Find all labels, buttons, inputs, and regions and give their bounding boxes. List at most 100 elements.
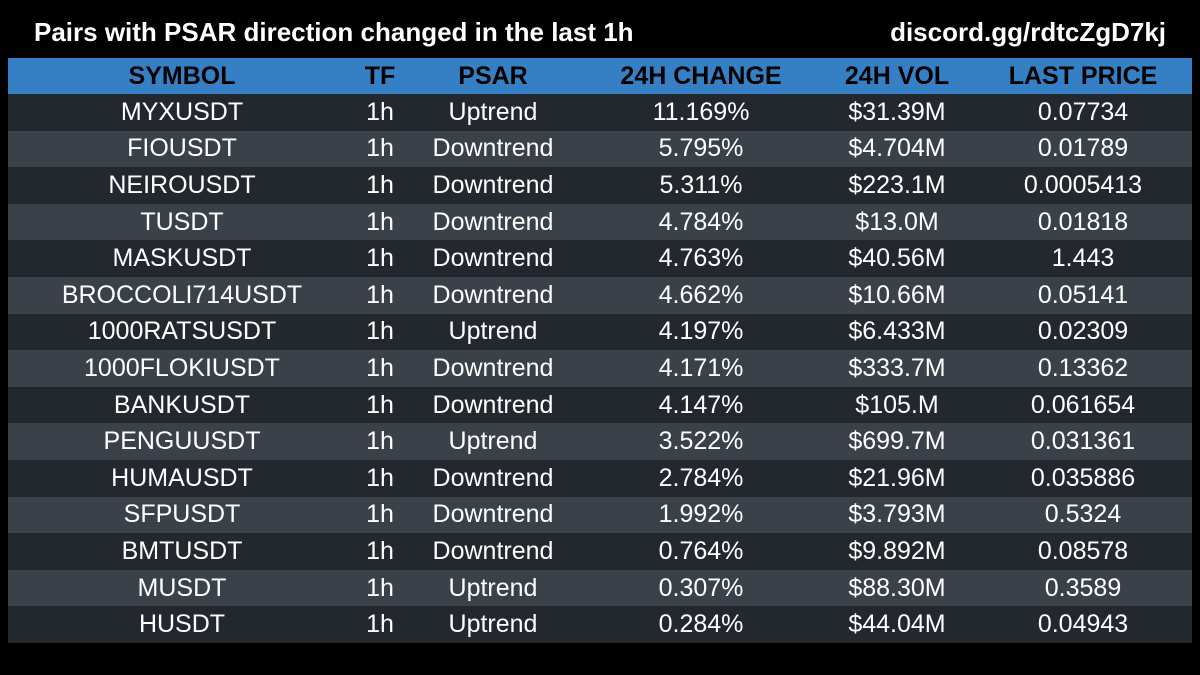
psar-cell: Downtrend — [432, 244, 554, 273]
tf-cell: 1h — [366, 500, 394, 529]
table-row: SFPUSDT 1h Downtrend 1.992% $3.793M 0.5324 — [8, 496, 1192, 534]
tf-cell: 1h — [366, 390, 394, 419]
symbol-cell: BANKUSDT — [113, 390, 251, 419]
change-cell: 3.522% — [658, 427, 744, 456]
psar-cell: Downtrend — [432, 463, 554, 492]
price-cell: 0.01789 — [1037, 134, 1129, 163]
change-cell: 0.764% — [658, 536, 744, 565]
tf-cell: 1h — [366, 573, 394, 602]
symbol-cell: MUSDT — [137, 573, 227, 602]
table-row: HUMAUSDT 1h Downtrend 2.784% $21.96M 0.035886 — [8, 459, 1192, 497]
volume-cell: $88.30M — [848, 573, 946, 602]
change-cell: 5.795% — [658, 134, 744, 163]
price-cell: 0.035886 — [1030, 463, 1136, 492]
tf-cell: 1h — [366, 134, 394, 163]
psar-cell: Uptrend — [448, 317, 538, 346]
volume-cell: $44.04M — [848, 610, 946, 639]
table-row: BMTUSDT 1h Downtrend 0.764% $9.892M 0.08578 — [8, 533, 1192, 570]
column-header-24h-vol: 24H VOL — [844, 61, 950, 90]
table-row: MUSDT 1h Uptrend 0.307% $88.30M 0.3589 — [8, 569, 1192, 607]
column-header-last-price: LAST PRICE — [1008, 61, 1158, 90]
table-row: BROCCOLI714USDT 1h Downtrend 4.662% $10.66M 0… — [8, 276, 1192, 314]
column-header-24h-change: 24H CHANGE — [620, 61, 782, 90]
psar-cell: Downtrend — [432, 134, 554, 163]
price-cell: 0.07734 — [1037, 97, 1129, 126]
volume-cell: $9.892M — [848, 536, 946, 565]
volume-cell: $31.39M — [848, 97, 946, 126]
price-cell: 0.01818 — [1037, 207, 1129, 236]
price-cell: 0.13362 — [1037, 353, 1129, 382]
change-cell: 4.662% — [658, 280, 744, 309]
change-cell: 11.169% — [652, 97, 750, 126]
price-cell: 1.443 — [1051, 244, 1115, 273]
symbol-cell: MYXUSDT — [120, 97, 244, 126]
tf-cell: 1h — [366, 610, 394, 639]
page-title: Pairs with PSAR direction changed in the… — [34, 17, 634, 47]
volume-cell: $3.793M — [848, 500, 946, 529]
volume-cell: $333.7M — [848, 353, 946, 382]
table-row: MYXUSDT 1h Uptrend 11.169% $31.39M 0.07734 — [8, 94, 1192, 131]
tf-cell: 1h — [366, 353, 394, 382]
discord-link[interactable]: discord.gg/rdtcZgD7kj — [890, 17, 1166, 47]
symbol-cell: FIOUSDT — [127, 134, 237, 163]
psar-cell: Downtrend — [432, 500, 554, 529]
psar-cell: Downtrend — [432, 170, 554, 199]
table-header-row: SYMBOL TF PSAR 24H CHANGE 24H VOL LAST P… — [8, 58, 1192, 94]
symbol-cell: 1000FLOKIUSDT — [84, 353, 280, 382]
tf-cell: 1h — [366, 463, 394, 492]
table-row: HUSDT 1h Uptrend 0.284% $44.04M 0.04943 — [8, 606, 1192, 643]
volume-cell: $13.0M — [855, 207, 939, 236]
volume-cell: $6.433M — [848, 317, 946, 346]
change-cell: 4.147% — [658, 390, 744, 419]
psar-cell: Uptrend — [448, 610, 538, 639]
volume-cell: $699.7M — [848, 427, 946, 456]
table-row: NEIROUSDT 1h Downtrend 5.311% $223.1M 0.00054… — [8, 167, 1192, 204]
psar-cell: Downtrend — [432, 207, 554, 236]
table-row: TUSDT 1h Downtrend 4.784% $13.0M 0.01818 — [8, 203, 1192, 241]
symbol-cell: BROCCOLI714USDT — [61, 280, 303, 309]
tf-cell: 1h — [366, 427, 394, 456]
symbol-cell: HUMAUSDT — [111, 463, 253, 492]
top-bar: Pairs with PSAR direction changed in the… — [0, 0, 1200, 58]
symbol-cell: BMTUSDT — [121, 536, 243, 565]
table-row: 1000FLOKIUSDT 1h Downtrend 4.171% $333.7M 0.1… — [8, 350, 1192, 387]
tf-cell: 1h — [366, 280, 394, 309]
psar-cell: Downtrend — [432, 280, 554, 309]
price-cell: 0.0005413 — [1023, 170, 1143, 199]
change-cell: 0.284% — [658, 610, 744, 639]
table-row: BANKUSDT 1h Downtrend 4.147% $105.M 0.061654 — [8, 386, 1192, 424]
table-row: FIOUSDT 1h Downtrend 5.795% $4.704M 0.01789 — [8, 130, 1192, 168]
tf-cell: 1h — [366, 317, 394, 346]
symbol-cell: TUSDT — [140, 207, 224, 236]
price-cell: 0.02309 — [1037, 317, 1129, 346]
symbol-cell: SFPUSDT — [123, 500, 241, 529]
volume-cell: $40.56M — [848, 244, 946, 273]
change-cell: 5.311% — [659, 170, 743, 199]
psar-cell: Downtrend — [432, 353, 554, 382]
change-cell: 0.307% — [658, 573, 744, 602]
tf-cell: 1h — [366, 97, 394, 126]
volume-cell: $10.66M — [848, 280, 946, 309]
symbol-cell: HUSDT — [138, 610, 226, 639]
price-cell: 0.05141 — [1037, 280, 1129, 309]
volume-cell: $223.1M — [848, 170, 946, 199]
psar-cell: Uptrend — [448, 573, 538, 602]
price-cell: 0.031361 — [1030, 427, 1136, 456]
change-cell: 1.992% — [658, 500, 744, 529]
symbol-cell: 1000RATSUSDT — [87, 317, 277, 346]
psar-cell: Uptrend — [448, 97, 538, 126]
change-cell: 4.171% — [658, 353, 744, 382]
table-body: MYXUSDT 1h Uptrend 11.169% $31.39M 0.07734 FIO… — [8, 94, 1192, 643]
tf-cell: 1h — [366, 536, 394, 565]
column-header-psar: PSAR — [458, 61, 528, 90]
price-cell: 0.5324 — [1044, 500, 1122, 529]
table-row: MASKUSDT 1h Downtrend 4.763% $40.56M 1.443 — [8, 240, 1192, 277]
symbol-cell: PENGUUSDT — [103, 427, 261, 456]
tf-cell: 1h — [366, 207, 394, 236]
table-row: 1000RATSUSDT 1h Uptrend 4.197% $6.433M 0.0230… — [8, 313, 1192, 351]
price-cell: 0.04943 — [1037, 610, 1129, 639]
volume-cell: $4.704M — [848, 134, 946, 163]
volume-cell: $105.M — [855, 390, 939, 419]
psar-cell: Downtrend — [432, 390, 554, 419]
tf-cell: 1h — [366, 244, 394, 273]
